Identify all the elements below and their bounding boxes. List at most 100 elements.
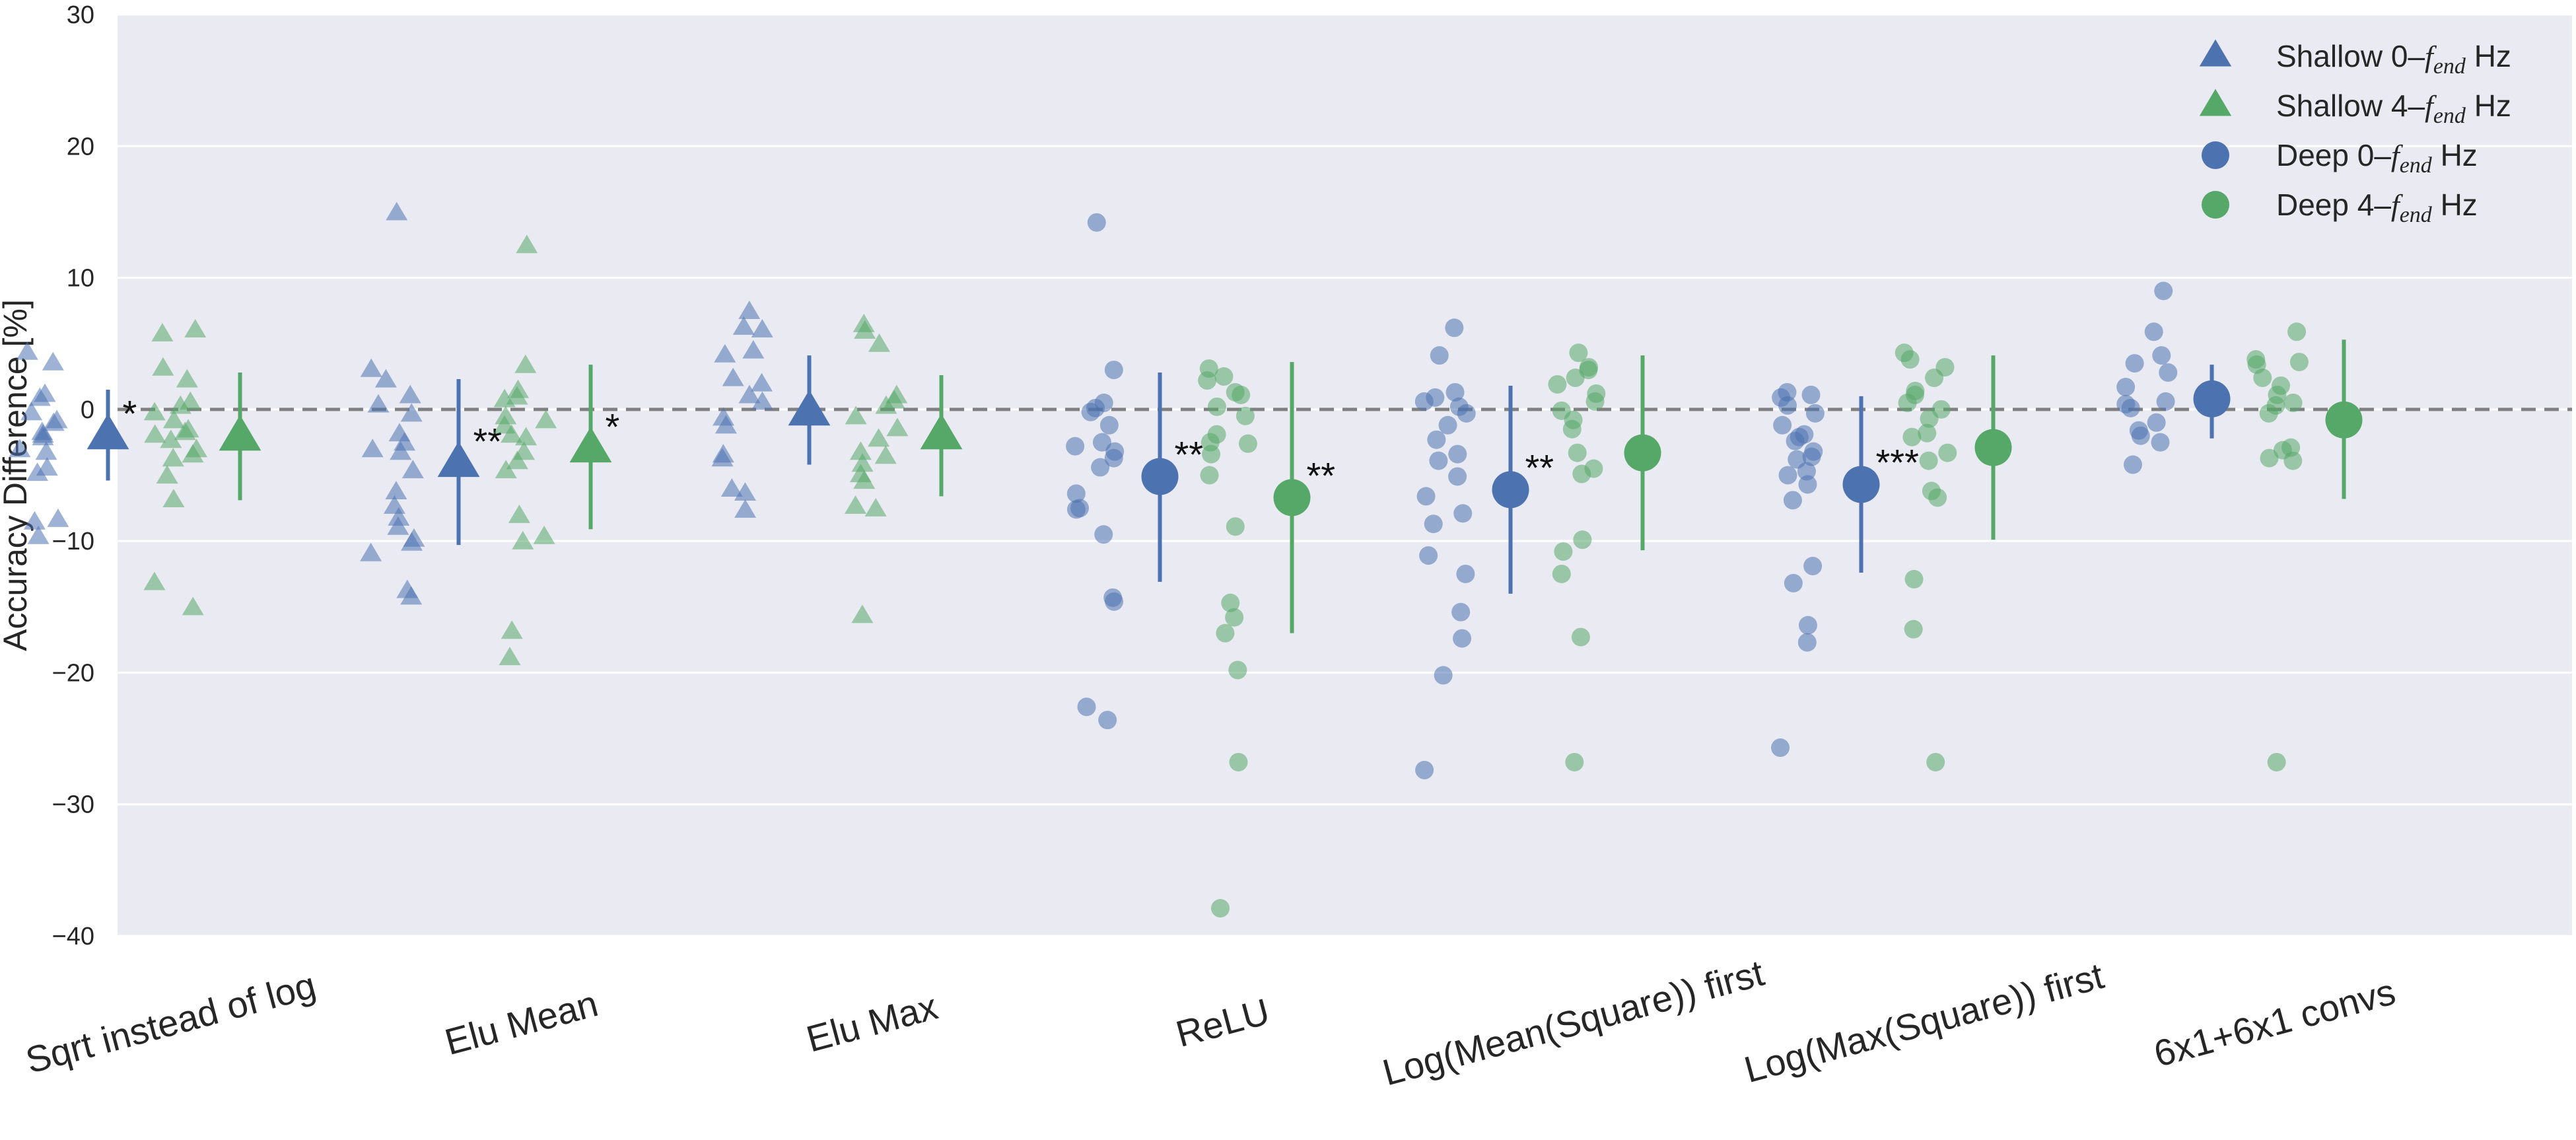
data-point — [1232, 385, 1251, 404]
category-label: Log(Mean(Square)) first — [1378, 952, 1768, 1094]
data-point — [1066, 484, 1086, 503]
data-point — [9, 439, 31, 458]
data-point — [1554, 542, 1573, 561]
data-point — [1773, 415, 1792, 435]
data-point — [1918, 423, 1937, 443]
mean-marker — [788, 390, 831, 426]
data-point — [1416, 487, 1436, 506]
data-point — [2287, 322, 2307, 341]
data-point — [1225, 608, 1244, 627]
data-point — [174, 421, 196, 441]
category-label: Elu Mean — [440, 982, 602, 1063]
data-point — [516, 234, 538, 254]
data-point — [1419, 546, 1438, 565]
data-point — [20, 402, 43, 421]
data-point — [751, 373, 773, 392]
data-point — [1221, 593, 1240, 612]
mean-marker — [87, 413, 129, 450]
y-tick-label: 20 — [67, 133, 94, 160]
data-point — [1801, 385, 1821, 404]
data-point — [1445, 382, 1465, 402]
mean-marker — [2193, 380, 2231, 417]
y-tick-label: −20 — [52, 659, 94, 687]
data-point — [1200, 466, 1219, 485]
data-point — [2121, 398, 2140, 417]
data-point — [2283, 393, 2303, 412]
data-point — [143, 571, 166, 590]
data-point — [2289, 353, 2309, 372]
data-point — [143, 402, 166, 421]
data-point — [1424, 515, 1443, 534]
data-point — [535, 410, 557, 429]
data-point — [1226, 517, 1245, 536]
data-point — [495, 460, 517, 479]
data-point — [868, 333, 890, 352]
data-point — [1798, 475, 1817, 494]
data-point — [849, 441, 872, 460]
mean-marker — [920, 413, 963, 450]
data-point — [2123, 455, 2142, 474]
data-point — [1414, 392, 1434, 411]
category-label: ReLU — [1171, 990, 1274, 1055]
data-point — [162, 410, 185, 429]
data-point — [714, 415, 737, 434]
legend: Shallow 0–fend Hz Shallow 4–fend Hz Deep 0… — [2199, 39, 2511, 227]
data-point — [1229, 752, 1248, 771]
data-point — [1451, 602, 1471, 622]
data-point — [720, 478, 743, 497]
data-point — [1238, 434, 1257, 453]
y-tick-label: 30 — [67, 1, 94, 29]
category-label: Sqrt instead of log — [21, 964, 320, 1081]
data-point — [151, 323, 174, 341]
data-point — [1211, 899, 1230, 918]
data-point — [1077, 697, 1096, 717]
data-point — [868, 428, 890, 447]
data-point — [845, 406, 867, 425]
data-point — [732, 316, 755, 335]
data-point — [1430, 346, 1449, 365]
data-point — [1434, 666, 1453, 685]
data-point — [515, 427, 538, 446]
data-point — [386, 201, 408, 221]
data-point — [1798, 616, 1817, 635]
data-point — [742, 339, 765, 359]
data-point — [501, 620, 523, 639]
data-point — [35, 441, 57, 460]
data-point — [401, 532, 423, 551]
data-point — [1105, 592, 1124, 611]
data-point — [360, 542, 382, 561]
data-point — [399, 384, 421, 404]
data-point — [387, 516, 409, 535]
mean-marker — [1492, 471, 1529, 509]
mean-marker — [1273, 479, 1311, 517]
data-point — [1565, 752, 1584, 771]
data-point — [1236, 406, 1255, 425]
data-point — [367, 394, 390, 413]
mean-marker — [437, 441, 480, 478]
data-point — [2154, 281, 2173, 301]
data-point — [169, 395, 191, 414]
data-point — [162, 448, 184, 467]
data-point — [1216, 623, 1235, 643]
data-point — [1778, 396, 1797, 415]
data-point — [2125, 354, 2144, 373]
data-point — [400, 586, 423, 605]
data-point — [1548, 374, 1567, 394]
data-point — [1904, 569, 1924, 588]
data-point — [1566, 369, 1585, 388]
data-point — [400, 403, 423, 422]
data-point — [360, 358, 382, 377]
data-point — [1786, 431, 1805, 450]
data-point — [2260, 448, 2279, 468]
data-point — [2152, 346, 2171, 365]
data-point — [1900, 350, 1920, 369]
data-point — [1453, 504, 1473, 523]
data-point — [738, 301, 761, 319]
data-point — [47, 509, 69, 527]
data-point — [1066, 437, 1085, 456]
data-point — [32, 427, 54, 446]
legend-triangle-marker — [2199, 89, 2232, 116]
mean-marker — [219, 415, 261, 451]
data-point — [42, 412, 65, 431]
